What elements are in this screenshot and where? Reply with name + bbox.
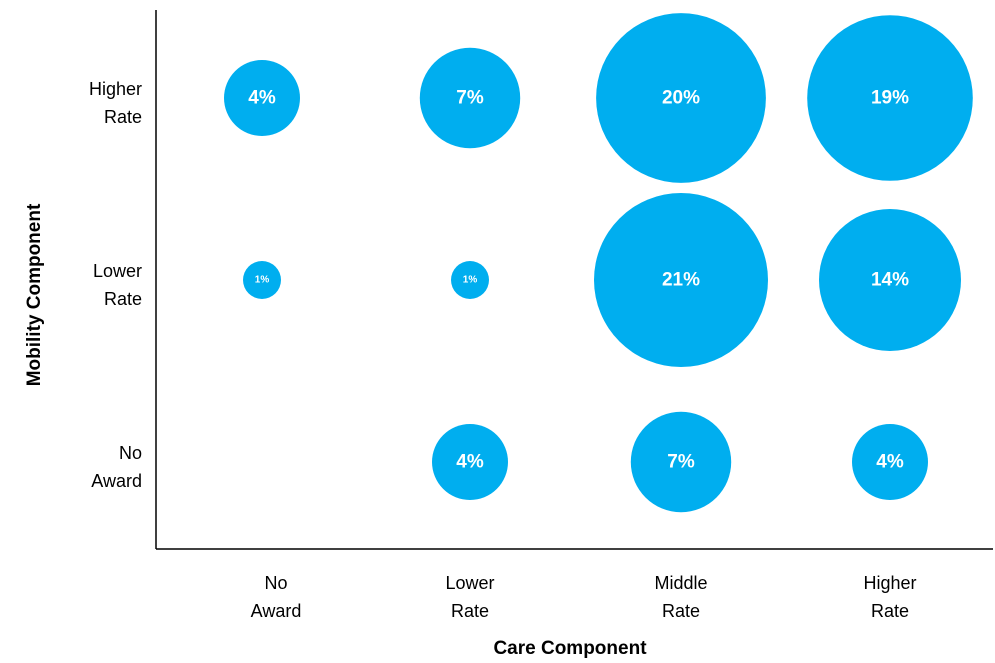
bubble-label: 1% [255,275,270,286]
bubble-label: 1% [463,275,478,286]
bubble-label: 20% [662,88,700,109]
bubble-label: 14% [871,270,909,291]
bubble [594,193,768,367]
bubble-label: 4% [456,452,484,473]
x-axis-title: Care Component [493,638,647,659]
bubble-label: 4% [248,88,276,109]
bubble [451,261,489,299]
bubble [419,47,521,149]
bubble [807,15,973,181]
bubble [224,60,300,136]
y-tick-label: Lower Rate [93,261,142,309]
x-tick-label: Higher Rate [863,573,916,621]
bubble-label: 7% [667,452,695,473]
y-tick-label: No Award [91,443,142,491]
bubble [852,424,928,500]
bubble [243,261,281,299]
y-tick-label: Higher Rate [89,79,142,127]
x-tick-label: Lower Rate [445,573,494,621]
bubble-label: 7% [456,88,484,109]
y-axis-title: Mobility Component [24,203,45,386]
bubble [630,411,732,513]
bubble [432,424,508,500]
bubble-layer: 4% 7% 20% 19% 1% 1% 21% 14% 4% 7% 4% [224,13,973,513]
bubble-label: 4% [876,452,904,473]
y-tick-labels: Higher Rate Lower Rate No Award [89,79,142,491]
x-tick-label: No Award [251,573,302,621]
bubble [596,13,766,183]
x-tick-labels: No Award Lower Rate Middle Rate Higher Rate [251,573,917,621]
bubble [819,209,961,351]
x-tick-label: Middle Rate [654,573,707,621]
bubble-label: 19% [871,88,909,109]
bubble-label: 21% [662,270,700,291]
